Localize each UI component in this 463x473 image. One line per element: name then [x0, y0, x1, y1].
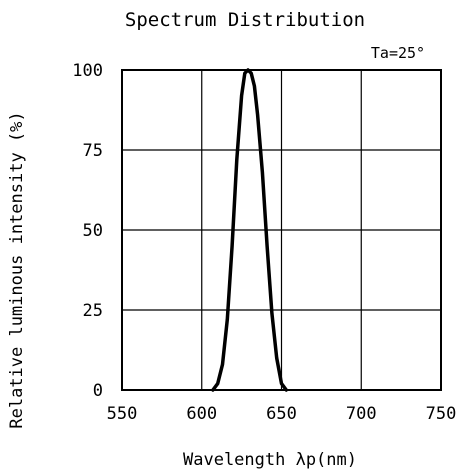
y-tick-label: 100 [72, 61, 103, 81]
y-tick-label: 75 [83, 141, 103, 161]
x-tick-label: 650 [266, 404, 297, 424]
y-tick-label: 0 [93, 381, 103, 401]
grid [122, 70, 441, 390]
x-tick-label: 550 [107, 404, 138, 424]
x-tick-label: 750 [426, 404, 457, 424]
x-axis-label: Wavelength λp(nm) [183, 450, 357, 470]
x-tick-labels: 550 600 650 700 750 [107, 404, 457, 424]
y-tick-label: 25 [83, 301, 103, 321]
y-tick-labels: 0 25 50 75 100 [72, 61, 103, 401]
temperature-condition: Ta=25° [371, 44, 425, 62]
y-tick-label: 50 [83, 221, 103, 241]
chart-title: Spectrum Distribution [125, 9, 365, 31]
plot-frame [121, 69, 442, 391]
spectrum-curve [211, 68, 289, 392]
x-tick-label: 700 [346, 404, 377, 424]
y-axis-label: Relative luminous intensity (%) [7, 111, 27, 428]
x-tick-label: 600 [186, 404, 217, 424]
